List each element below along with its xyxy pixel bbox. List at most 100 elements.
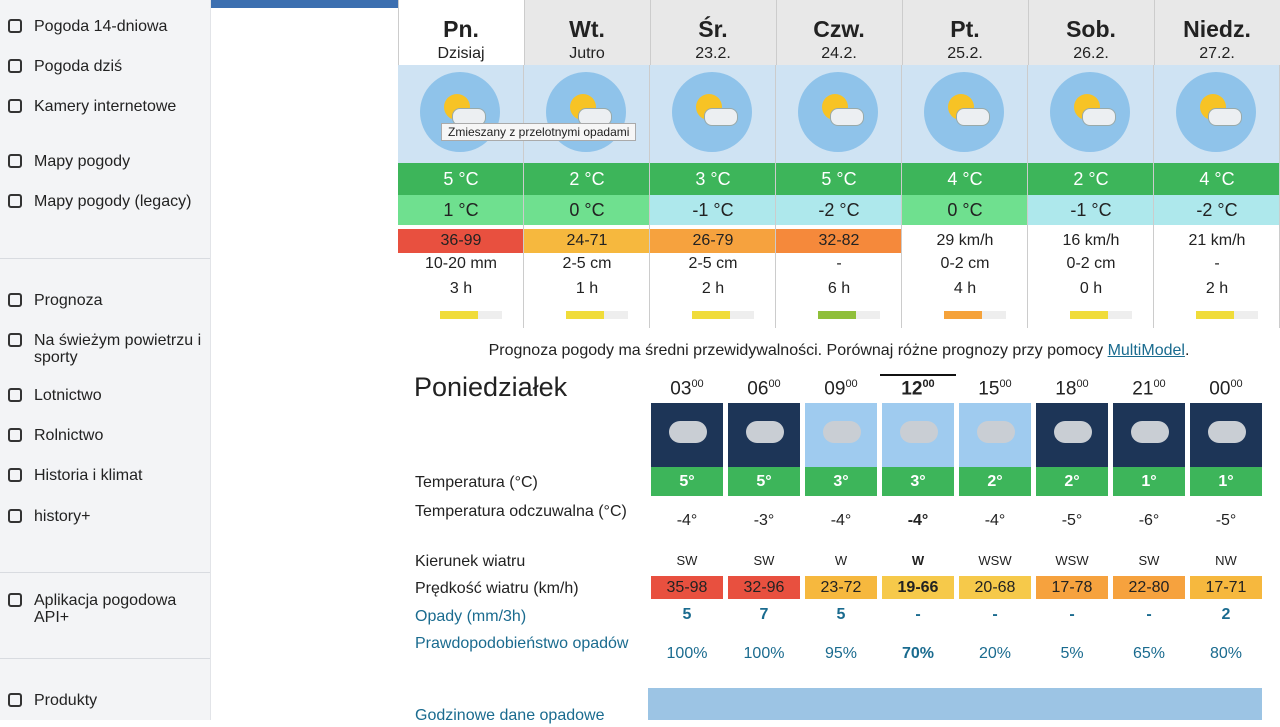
sidebar-icon [8, 333, 22, 347]
hour-icon [959, 403, 1031, 467]
col-border [523, 65, 524, 328]
hour-speed: 35-98 [651, 576, 723, 599]
sidebar-icon [8, 509, 22, 523]
hour-feel: -4° [907, 512, 929, 529]
day-icon [902, 65, 1028, 163]
sidebar-item: Mapy pogody (legacy) [34, 193, 192, 210]
hour: 2100 [1113, 378, 1185, 400]
day-precip: - [836, 255, 842, 272]
day-date: Jutro [569, 45, 605, 62]
sidebar-item: Aplikacja pogodowa API+ [34, 592, 177, 626]
hour-value: 21 [1132, 378, 1154, 400]
note-end: . [1184, 342, 1190, 359]
hour-icon [1113, 403, 1185, 467]
hour-temp: 2° [959, 467, 1031, 496]
note: Prognoza pogody ma średni przewidywalnoś… [398, 342, 1280, 360]
day-name: Wt. [569, 16, 605, 42]
minute-value: 00 [922, 378, 935, 390]
hour-feel: -4° [676, 512, 698, 529]
predictability [1196, 311, 1258, 319]
day-name: Pt. [950, 16, 980, 42]
hour-value: 03 [670, 378, 692, 400]
day-header [902, 0, 1028, 65]
day-precip: - [1214, 255, 1220, 272]
sidebar-item: Pogoda 14-dniowa [34, 18, 168, 35]
row-label: Godzinowe dane opadowe [415, 707, 605, 724]
hour-dir: WSW [1055, 553, 1089, 568]
day-date: 26.2. [1073, 45, 1109, 62]
day-header [398, 0, 524, 65]
hour-speed: 17-71 [1190, 576, 1262, 599]
hour-feel: -4° [984, 512, 1006, 529]
day-icon [1028, 65, 1154, 163]
day-icon [524, 65, 650, 163]
hour-dir: SW [676, 553, 698, 568]
sidebar-icon [8, 293, 22, 307]
hour: 0600 [728, 378, 800, 400]
day-tmax: 4 °C [902, 163, 1028, 195]
hour-icon [1190, 403, 1262, 467]
day-name: Niedz. [1183, 16, 1251, 42]
sidebar-item: Rolnictwo [34, 427, 104, 444]
hour-value: 00 [1209, 378, 1231, 400]
minute-value: 00 [845, 378, 858, 390]
day-name: Czw. [813, 16, 865, 42]
day-sun: 2 h [701, 280, 725, 297]
hour-prob: 5% [1060, 645, 1084, 662]
day-tmax: 5 °C [776, 163, 902, 195]
day-icon [398, 65, 524, 163]
hour-icon [882, 403, 954, 467]
sidebar-icon [8, 388, 22, 402]
hour-temp: 2° [1036, 467, 1108, 496]
minute-value: 00 [768, 378, 781, 390]
day-precip: 0-2 cm [1066, 255, 1116, 272]
multimodel-link[interactable]: MultiModel [1107, 342, 1185, 359]
day-tmax: 2 °C [1028, 163, 1154, 195]
separator [0, 658, 210, 659]
hour-temp: 3° [805, 467, 877, 496]
day-header [1154, 0, 1280, 65]
hour-icon [805, 403, 877, 467]
day-tmin: 0 °C [902, 195, 1028, 225]
sidebar-item: Na świeżym powietrzu i sporty [34, 332, 202, 366]
current-marker [880, 374, 956, 376]
day-icon [1154, 65, 1280, 163]
row-label: Opady (mm/3h) [415, 608, 527, 625]
hour-dir: SW [1138, 553, 1160, 568]
sidebar-icon [8, 59, 22, 73]
sidebar-item: Historia i klimat [34, 467, 143, 484]
hour-feel: -3° [753, 512, 775, 529]
hour-speed: 23-72 [805, 576, 877, 599]
predictability [944, 311, 1006, 319]
hour-speed: 20-68 [959, 576, 1031, 599]
hour-speed: 17-78 [1036, 576, 1108, 599]
hour-speed: 19-66 [882, 576, 954, 599]
day-tmax: 2 °C [524, 163, 650, 195]
hour-precip: 5 [836, 606, 846, 623]
day-sun: 1 h [575, 280, 599, 297]
sidebar-icon [8, 19, 22, 33]
hour-feel: -5° [1061, 512, 1083, 529]
hour-precip: - [1069, 606, 1075, 623]
minute-value: 00 [1153, 378, 1166, 390]
sidebar-item: Prognoza [34, 292, 103, 309]
sidebar-item: history+ [34, 508, 91, 525]
day-icon [650, 65, 776, 163]
sidebar-icon [8, 154, 22, 168]
sidebar-icon [8, 99, 22, 113]
sidebar-item: Lotnictwo [34, 387, 102, 404]
col-border [649, 65, 650, 328]
day-precip: 2-5 cm [562, 255, 612, 272]
separator [0, 572, 210, 573]
day-tmin: 0 °C [524, 195, 650, 225]
day-tmin: 1 °C [398, 195, 524, 225]
day-sun: 3 h [449, 280, 473, 297]
day-tmin: -2 °C [776, 195, 902, 225]
day-icon [776, 65, 902, 163]
hour-icon [651, 403, 723, 467]
col-border [1027, 65, 1028, 328]
hour: 1200 [882, 378, 954, 400]
col-border [1153, 65, 1154, 328]
tooltip: Zmieszany z przelotnymi opadami [441, 123, 637, 141]
